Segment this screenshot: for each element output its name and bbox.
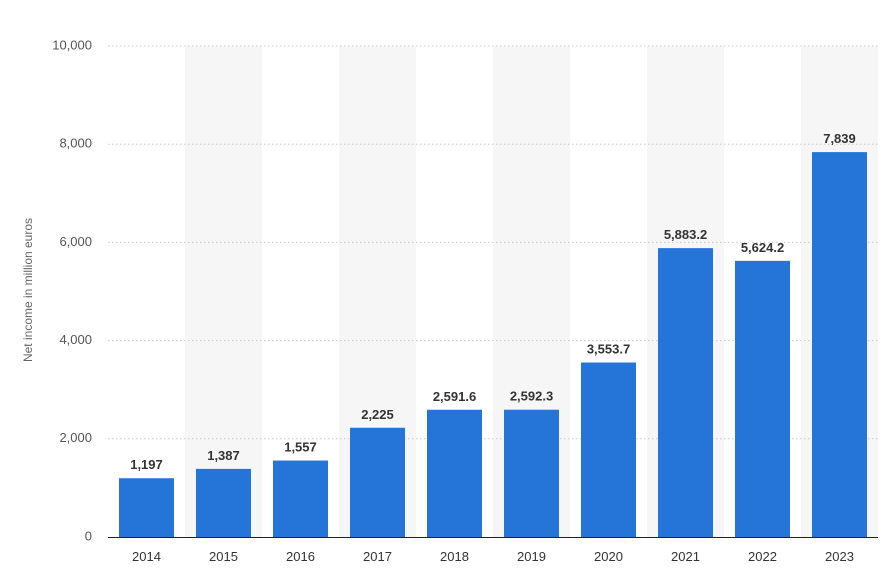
y-tick-label: 6,000 bbox=[59, 234, 92, 249]
band-2015 bbox=[185, 46, 262, 537]
x-tick-label-2021: 2021 bbox=[671, 549, 700, 564]
x-tick-label-2015: 2015 bbox=[209, 549, 238, 564]
x-tick-label-2018: 2018 bbox=[440, 549, 469, 564]
bar-2021[interactable] bbox=[658, 248, 713, 537]
bar-2018[interactable] bbox=[427, 409, 482, 537]
y-tick-label: 4,000 bbox=[59, 332, 92, 347]
bar-2022[interactable] bbox=[735, 260, 790, 537]
data-label-2017: 2,225 bbox=[361, 407, 394, 422]
bar-2023[interactable] bbox=[812, 152, 867, 537]
data-label-2016: 1,557 bbox=[284, 440, 317, 455]
y-tick-label: 8,000 bbox=[59, 136, 92, 151]
bar-2015[interactable] bbox=[196, 468, 251, 537]
x-tick-label-2022: 2022 bbox=[748, 549, 777, 564]
data-label-2014: 1,197 bbox=[130, 457, 163, 472]
y-tick-label: 10,000 bbox=[52, 37, 92, 52]
y-axis-label: Net income in million euros bbox=[21, 218, 35, 362]
data-label-2018: 2,591.6 bbox=[433, 389, 476, 404]
x-tick-label-2016: 2016 bbox=[286, 549, 315, 564]
data-labels: 1,197 1,387 1,557 2,225 2,591.6 2,592.3 3,553.… bbox=[130, 131, 856, 472]
data-label-2019: 2,592.3 bbox=[510, 389, 553, 404]
data-label-2015: 1,387 bbox=[207, 448, 240, 463]
x-tick-label-2019: 2019 bbox=[517, 549, 546, 564]
bar-2016[interactable] bbox=[273, 460, 328, 537]
x-tick-label-2014: 2014 bbox=[132, 549, 161, 564]
gridlines bbox=[108, 45, 878, 440]
y-tick-label: 0 bbox=[85, 528, 92, 543]
bar-2020[interactable] bbox=[581, 362, 636, 537]
bars bbox=[119, 152, 867, 537]
y-tick-label: 2,000 bbox=[59, 430, 92, 445]
data-label-2023: 7,839 bbox=[823, 131, 856, 146]
data-label-2021: 5,883.2 bbox=[664, 227, 707, 242]
data-label-2020: 3,553.7 bbox=[587, 342, 630, 357]
bar-2017[interactable] bbox=[350, 427, 405, 537]
bar-2019[interactable] bbox=[504, 409, 559, 537]
x-tick-label-2017: 2017 bbox=[363, 549, 392, 564]
x-tick-label-2020: 2020 bbox=[594, 549, 623, 564]
x-tick-label-2023: 2023 bbox=[825, 549, 854, 564]
bar-2014[interactable] bbox=[119, 478, 174, 537]
y-axis-ticks: 0 2,000 4,000 6,000 8,000 10,000 bbox=[52, 37, 92, 543]
x-axis-ticks: 2014 2015 2016 2017 2018 2019 2020 2021 2022 2023 bbox=[132, 549, 854, 564]
data-label-2022: 5,624.2 bbox=[741, 240, 784, 255]
